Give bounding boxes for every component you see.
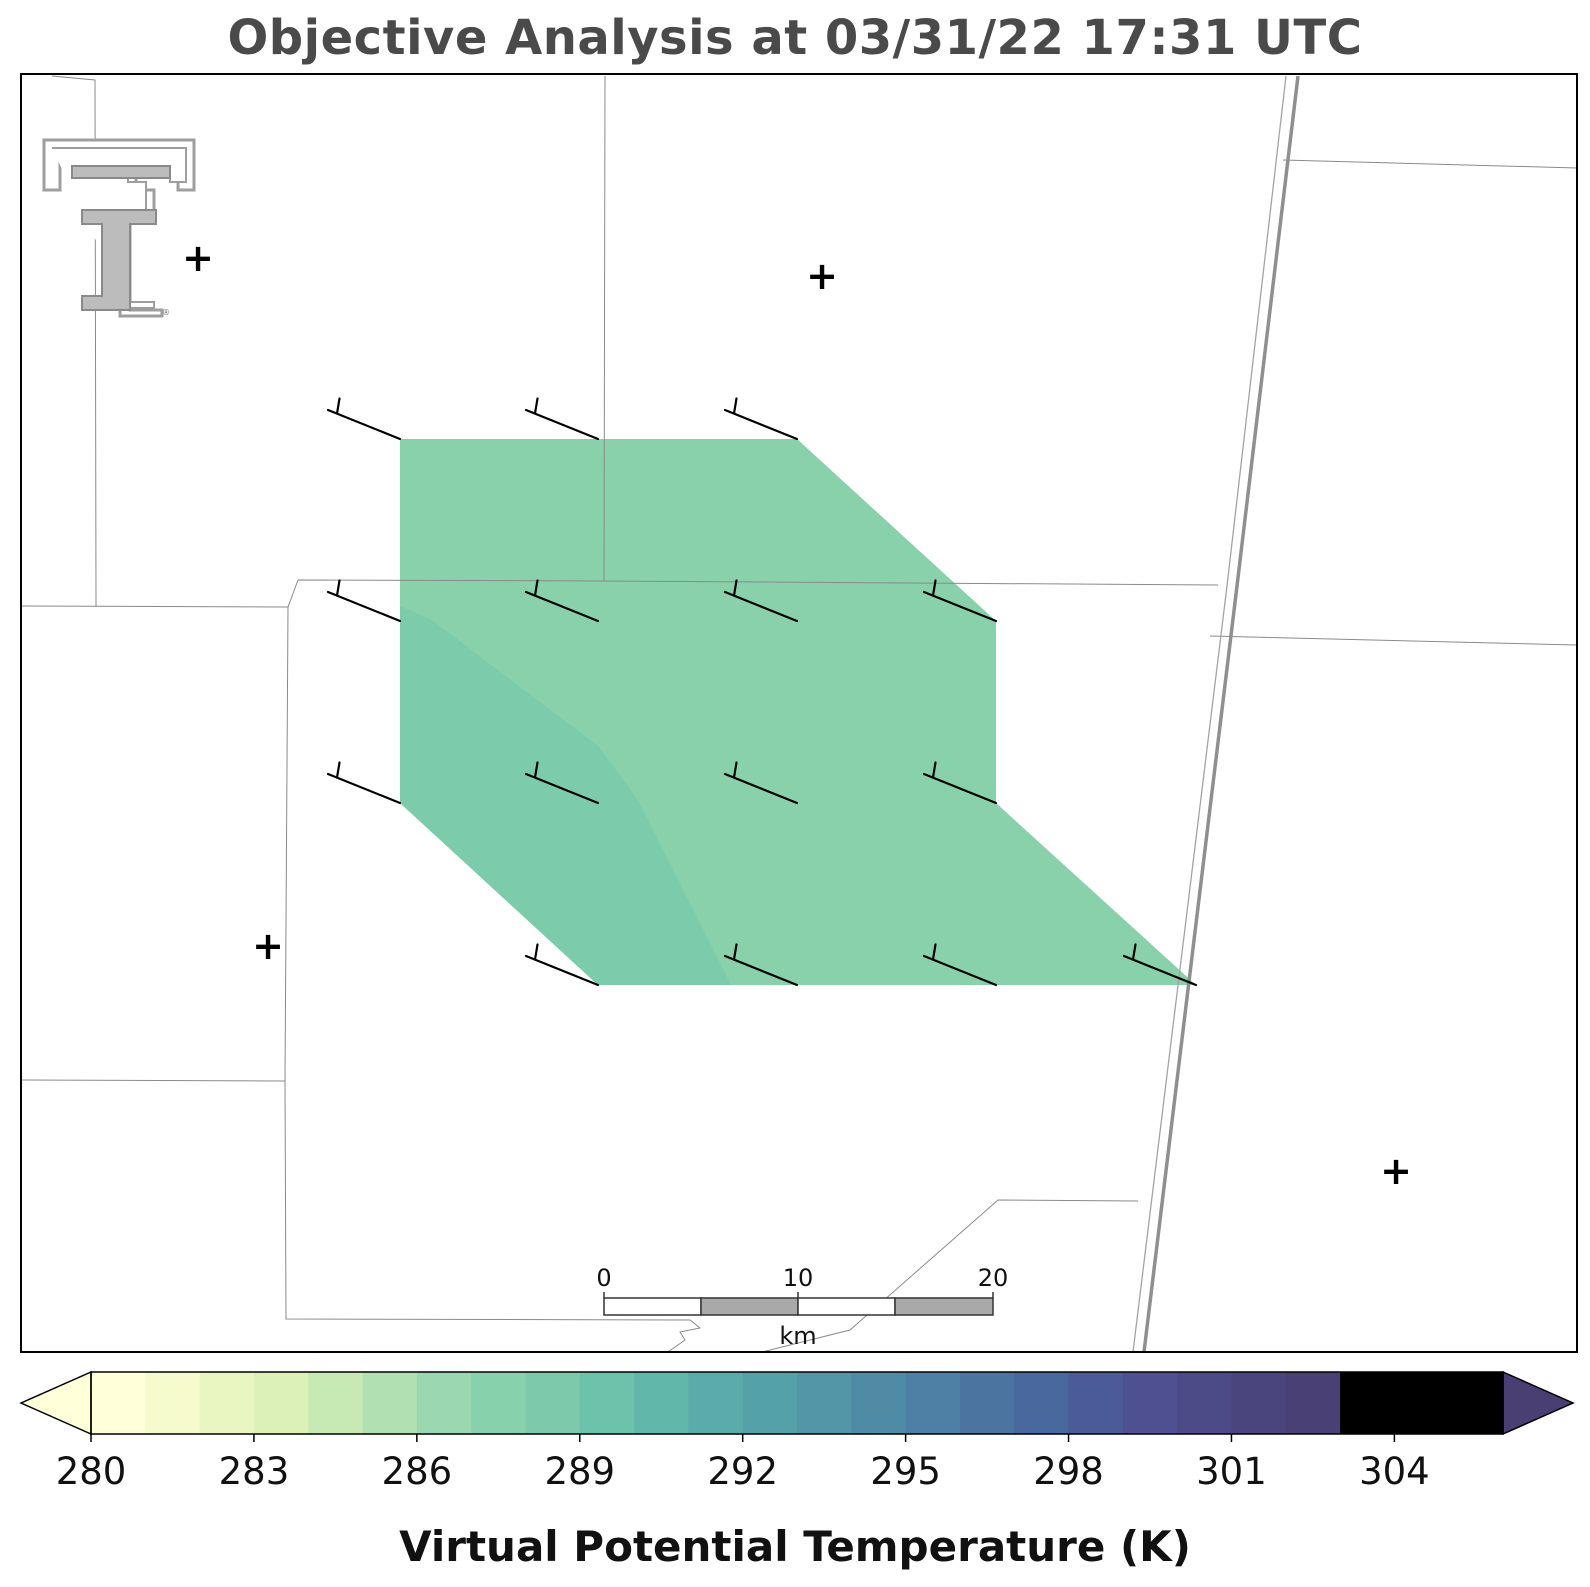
colorbar-extend-under xyxy=(19,1370,92,1436)
tt-logo-icon xyxy=(42,138,196,318)
colorbar-frame xyxy=(90,1371,1504,1435)
colorbar-cell xyxy=(471,1372,527,1434)
wind-barb-icon xyxy=(326,579,402,623)
colorbar-cell xyxy=(959,1372,1015,1434)
colorbar: 280 283 286 289 292 295 298 301 304 xyxy=(19,1370,1575,1493)
colorbar-cell xyxy=(525,1372,581,1434)
map-panel: + + + + ® 0 10 20 km xyxy=(20,73,1578,1353)
colorbar-cell xyxy=(1448,1372,1504,1434)
scale-bar: 0 10 20 km xyxy=(596,1264,1008,1350)
colorbar-cell xyxy=(416,1372,472,1434)
station-marker-icon: + xyxy=(252,924,284,968)
colorbar-cells xyxy=(91,1372,1504,1434)
colorbar-cell xyxy=(1394,1372,1450,1434)
scale-segment-1 xyxy=(603,1297,702,1316)
station-marker-icon: + xyxy=(182,236,214,280)
colorbar-ticks: 280 283 286 289 292 295 298 301 304 xyxy=(56,1434,1430,1493)
colorbar-cell xyxy=(1068,1372,1124,1434)
colorbar-tick-label: 301 xyxy=(1196,1450,1267,1493)
colorbar-cell xyxy=(253,1372,309,1434)
map-title: Objective Analysis at 03/31/22 17:31 UTC xyxy=(227,10,1363,66)
scale-segment-4 xyxy=(894,1297,994,1316)
colorbar-tick-label: 280 xyxy=(56,1450,127,1493)
state-border-highway xyxy=(1132,75,1300,1353)
scale-segment-3 xyxy=(797,1297,896,1316)
scale-label-20: 20 xyxy=(978,1264,1009,1292)
wind-barb-icon xyxy=(723,397,799,441)
colorbar-cell xyxy=(1231,1372,1287,1434)
wind-barb-icon xyxy=(524,579,600,623)
scale-unit: km xyxy=(779,1322,816,1350)
wind-barbs xyxy=(326,397,1198,987)
colorbar-cell xyxy=(1122,1372,1178,1434)
colorbar-cell xyxy=(1340,1372,1395,1434)
colorbar-tick-label: 283 xyxy=(219,1450,290,1493)
colorbar-tick-label: 289 xyxy=(544,1450,615,1493)
colorbar-tick-label: 286 xyxy=(382,1450,453,1493)
wind-barb-icon xyxy=(1122,943,1198,987)
wind-barb-icon xyxy=(723,761,799,805)
colorbar-extend-over xyxy=(1502,1370,1575,1436)
texas-tech-logo: ® xyxy=(42,138,196,318)
station-marker-icon: + xyxy=(806,254,838,298)
wind-barb-icon xyxy=(723,579,799,623)
map-frame xyxy=(20,73,1578,1353)
colorbar-cell xyxy=(851,1372,907,1434)
colorbar-cell xyxy=(362,1372,418,1434)
wind-barb-icon xyxy=(922,579,998,623)
colorbar-cell xyxy=(742,1372,798,1434)
colorbar-cell xyxy=(199,1372,255,1434)
wind-barb-icon xyxy=(922,943,998,987)
wind-barb-icon xyxy=(723,943,799,987)
wind-barb-icon xyxy=(326,761,402,805)
wind-barb-icon xyxy=(326,397,402,441)
colorbar-cell xyxy=(579,1372,635,1434)
colorbar-cell xyxy=(145,1372,201,1434)
colorbar-cell xyxy=(797,1372,852,1434)
colorbar-cell xyxy=(1177,1372,1233,1434)
colorbar-cell xyxy=(688,1372,744,1434)
scale-label-0: 0 xyxy=(596,1264,611,1292)
colorbar-tick-label: 295 xyxy=(870,1450,941,1493)
wind-barb-icon xyxy=(922,761,998,805)
wind-barb-icon xyxy=(524,943,600,987)
analysis-field-western-band xyxy=(400,606,731,985)
colorbar-cell xyxy=(91,1372,146,1434)
wind-barb-icon xyxy=(524,761,600,805)
colorbar-cell xyxy=(1014,1372,1070,1434)
colorbar-cell xyxy=(634,1372,689,1434)
station-markers: + + + + xyxy=(182,236,1412,1193)
county-borders xyxy=(20,75,1578,1353)
colorbar-tick-label: 298 xyxy=(1033,1450,1104,1493)
colorbar-tick-label: 292 xyxy=(707,1450,778,1493)
wind-barb-icon xyxy=(524,397,600,441)
colorbar-tick-label: 304 xyxy=(1359,1450,1430,1493)
colorbar-label: Virtual Potential Temperature (K) xyxy=(399,1522,1191,1571)
colorbar-cell xyxy=(308,1372,364,1434)
analysis-field xyxy=(400,439,1196,985)
station-marker-icon: + xyxy=(1380,1149,1412,1193)
scale-label-10: 10 xyxy=(783,1264,814,1292)
colorbar-cell xyxy=(905,1372,961,1434)
scale-segment-2 xyxy=(700,1297,799,1316)
registered-mark: ® xyxy=(162,308,170,317)
colorbar-cell xyxy=(1285,1372,1341,1434)
